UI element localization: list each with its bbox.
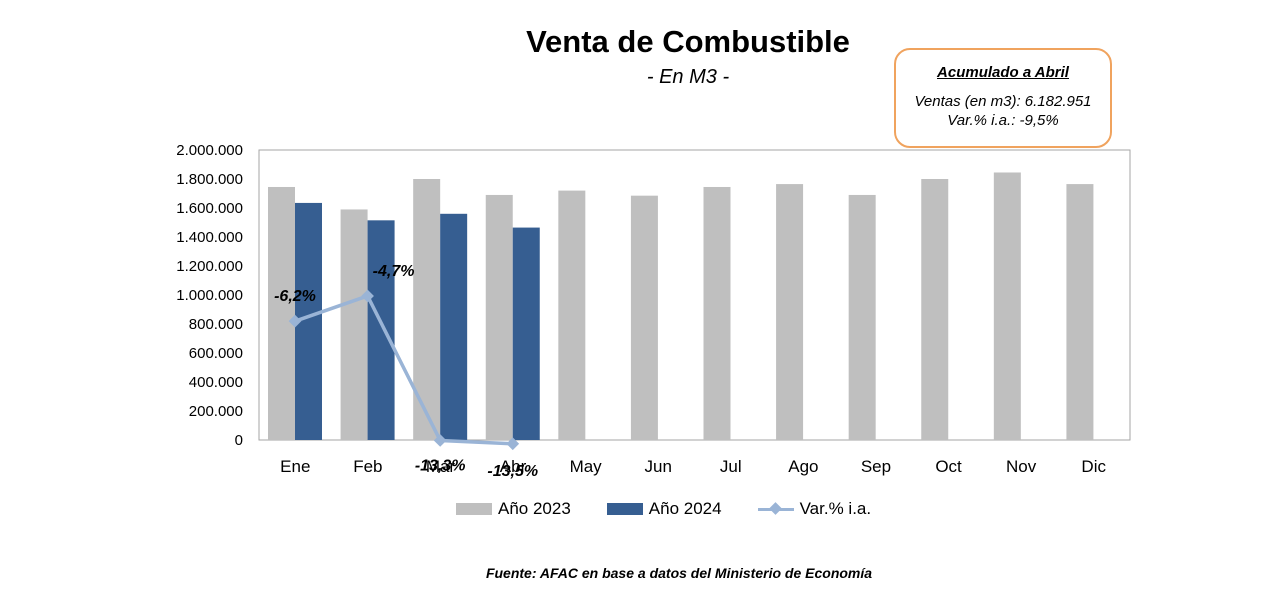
legend: Año 2023 Año 2024 Var.% i.a. [456,498,907,520]
chart-title: Venta de Combustible [526,24,850,59]
y-tick-label: 600.000 [189,345,243,362]
x-tick-label: Ene [280,457,310,476]
bar-2023 [413,179,441,440]
y-tick-label: 2.000.000 [176,142,243,159]
bar-2023 [848,194,876,440]
legend-swatch-variation [757,503,794,515]
bar-2023 [630,195,658,440]
legend-item-2024: Año 2024 [606,499,722,519]
bar-2023 [703,186,731,440]
source-note: Fuente: AFAC en base a datos del Ministe… [485,565,873,581]
variation-data-label: -13,3% [415,457,466,474]
legend-label-2023: Año 2023 [498,499,571,518]
plot-border [258,149,1131,441]
legend-swatch-2023 [456,503,492,515]
note-title: Acumulado a Abril [937,64,1069,81]
x-tick-label: May [570,457,603,476]
bar-2023 [993,172,1021,440]
y-tick-label: 1.000.000 [176,287,243,304]
x-tick-label: Oct [935,457,962,476]
variation-data-label: -6,2% [274,288,316,305]
note-sales: Ventas (en m3): 6.182.951 [914,93,1092,110]
y-tick-label: 400.000 [189,374,243,391]
bar-2023 [485,194,513,440]
x-tick-label: Ago [788,457,818,476]
bar-2024 [367,220,395,440]
variation-point [361,289,374,303]
bar-2023 [268,186,295,440]
variation-data-label: -4,7% [373,263,415,280]
note-variation: Var.% i.a.: -9,5% [947,112,1059,129]
y-tick-label: 0 [235,432,243,449]
y-tick-label: 1.400.000 [176,229,243,246]
y-tick-label: 200.000 [189,403,243,420]
legend-item-variation: Var.% i.a. [757,499,872,519]
chart-subtitle: - En M3 - [646,66,730,88]
x-tick-label: Sep [861,457,891,476]
variation-point [288,314,302,328]
x-tick-label: Jul [720,457,742,476]
bar-2023 [340,209,368,440]
bar-2024 [440,213,468,440]
legend-swatch-2024 [606,503,643,515]
bar-2023 [558,190,586,440]
bar-2023 [1066,184,1094,440]
y-tick-label: 1.800.000 [176,171,243,188]
x-tick-label: Jun [644,457,671,476]
x-tick-label: Dic [1081,457,1106,476]
legend-label-variation: Var.% i.a. [799,499,872,518]
legend-label-2024: Año 2024 [648,499,722,518]
x-tick-label: Nov [1006,457,1037,476]
variation-data-label: -13,5% [487,463,538,480]
y-tick-label: 1.600.000 [176,200,243,217]
x-tick-label: Mar [426,457,456,476]
variation-line [294,294,513,446]
bar-2023 [921,179,949,440]
bar-2024 [512,227,540,440]
x-tick-label: Feb [353,457,382,476]
x-tick-label: Abr [500,457,527,476]
legend-item-2023: Año 2023 [456,499,571,519]
bar-2023 [776,184,804,440]
y-tick-label: 800.000 [189,316,243,333]
variation-point [433,434,447,447]
accumulated-note-box: Acumulado a Abril Ventas (en m3): 6.182.… [894,48,1112,148]
y-tick-label: 1.200.000 [176,258,243,275]
